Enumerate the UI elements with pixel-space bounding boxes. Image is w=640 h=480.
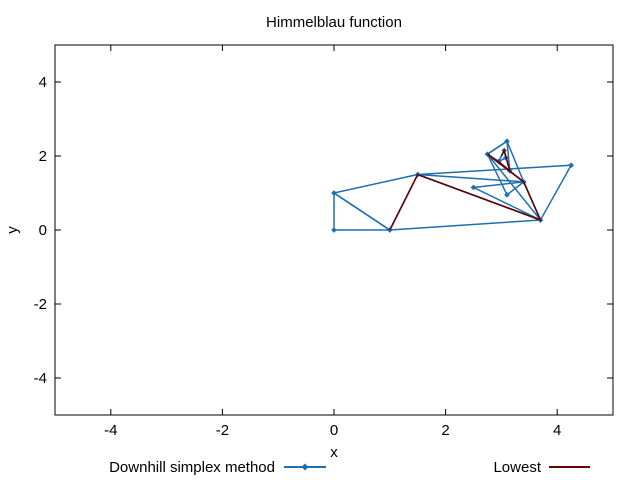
simplex-vertex-marker-0 [331,227,337,233]
lowest-path-line [389,148,542,231]
simplex-vertex-marker-9 [504,192,510,198]
y-axis-label: y [4,226,21,234]
y-tick-label-2: 0 [39,222,47,239]
x-tick-label-0: -4 [104,422,117,439]
simplex-triangle-1 [332,173,420,231]
simplex-vertex-marker-10 [504,138,510,145]
y-tick-label-0: -4 [34,370,47,387]
simplex-vertex-marker-7 [470,184,477,191]
x-tick-label-2: 0 [330,422,338,439]
simplex-vertex-marker-5 [568,162,574,169]
x-tick-label-1: -2 [216,422,229,439]
x-tick-label-3: 2 [441,422,449,439]
legend-label-lowest: Lowest [493,459,541,476]
legend-label-downhill: Downhill simplex method [109,459,275,476]
legend: Downhill simplex method Lowest [109,459,590,476]
y-tick-label-1: -2 [34,296,47,313]
y-tick-label-4: 4 [39,74,47,91]
plot-area [331,138,574,233]
y-tick-label-3: 2 [39,148,47,165]
axis-ticks: -4 -2 0 2 4 -4 -2 0 2 4 [34,45,613,439]
x-axis-label: x [330,444,338,461]
simplex-triangle-3 [417,164,573,221]
x-tick-label-4: 4 [553,422,561,439]
simplex-triangle-5 [470,181,542,221]
chart-title: Himmelblau function [266,14,402,31]
legend-marker-downhill [301,463,309,471]
simplex-vertex-marker-2 [331,190,337,196]
